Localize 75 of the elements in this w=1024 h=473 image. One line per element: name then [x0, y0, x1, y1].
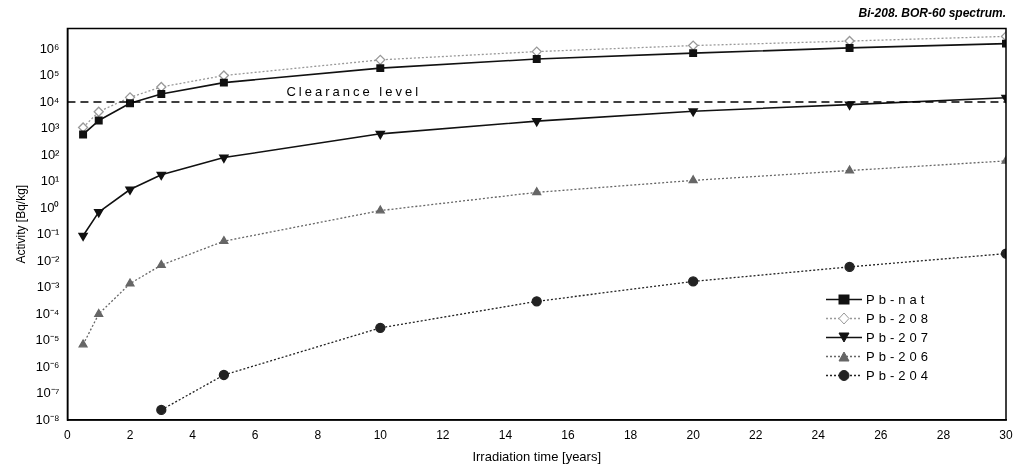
x-tick-label: 20	[686, 427, 701, 442]
point	[531, 296, 542, 307]
x-tick-label: 8	[314, 427, 322, 442]
point	[532, 118, 542, 127]
legend-label: Pb-208	[866, 311, 932, 326]
point	[845, 43, 854, 52]
y-tick-label: 10⁻⁸	[35, 411, 60, 427]
x-axis-title: Irradiation time [years]	[472, 448, 602, 464]
x-tick-label: 16	[561, 427, 575, 442]
point	[688, 175, 698, 184]
point	[688, 40, 699, 51]
y-tick-label: 10⁻⁷	[36, 385, 60, 401]
y-axis-title: Activity [Bq/kg]	[13, 184, 28, 264]
point	[156, 171, 166, 181]
x-tick-label: 22	[749, 427, 763, 442]
point	[532, 187, 542, 196]
x-tick-label: 4	[189, 427, 197, 442]
point	[156, 259, 166, 269]
point	[219, 78, 228, 87]
ref-line-label: Clearance level	[286, 84, 422, 100]
point	[125, 186, 135, 195]
y-tick-label: 10⁶	[39, 40, 60, 56]
point	[78, 232, 88, 242]
x-tick-label: 2	[126, 427, 134, 442]
point	[689, 49, 698, 58]
point	[219, 236, 229, 245]
y-tick-label: 10⁰	[39, 199, 60, 215]
x-tick-label: 6	[251, 427, 259, 442]
y-tick-label: 10⁻⁵	[35, 332, 60, 348]
y-tick-label: 10⁻³	[36, 279, 61, 295]
legend-label: Pb-206	[866, 349, 932, 364]
point	[532, 55, 541, 63]
x-tick-label: 30	[999, 427, 1013, 442]
point	[94, 209, 104, 218]
y-tick-label: 10⁻²	[36, 252, 61, 268]
point	[688, 108, 698, 117]
legend-label: Pb-204	[866, 368, 932, 383]
y-tick-label: 10⁵	[39, 67, 60, 83]
y-tick-label: 10⁻⁶	[35, 358, 60, 374]
y-tick-label: 10⁴	[39, 93, 60, 109]
point	[156, 404, 167, 416]
x-tick-label: 24	[811, 427, 826, 442]
y-tick-label: 10³	[40, 120, 61, 136]
point	[375, 205, 385, 214]
legend-label: Pb-207	[866, 330, 932, 345]
point	[219, 154, 229, 163]
y-tick-label: 10¹	[40, 173, 61, 189]
y-tick-label: 10⁻⁴	[35, 305, 60, 321]
point	[93, 106, 104, 117]
point	[79, 130, 88, 139]
x-tick-label: 28	[936, 427, 951, 442]
point	[157, 90, 166, 99]
point	[375, 54, 386, 66]
point	[94, 308, 104, 317]
x-tick-label: 26	[874, 427, 888, 442]
point	[78, 339, 88, 348]
point	[375, 130, 385, 140]
y-tick-label: 10²	[40, 146, 61, 162]
point	[688, 276, 699, 287]
x-tick-label: 18	[623, 427, 638, 442]
x-tick-label: 10	[373, 427, 388, 442]
legend-label: Pb-nat	[866, 292, 929, 307]
chart-title: Bi-208. BOR-60 spectrum.	[858, 5, 1006, 20]
point	[218, 369, 230, 381]
x-tick-label: 14	[498, 427, 513, 442]
x-tick-label: 0	[64, 427, 72, 442]
point	[375, 322, 386, 334]
point	[844, 261, 855, 273]
point	[125, 278, 135, 287]
x-tick-label: 12	[436, 427, 450, 442]
point	[845, 165, 855, 174]
point	[376, 64, 385, 73]
point	[126, 99, 134, 108]
point	[94, 116, 103, 125]
y-tick-label: 10⁻¹	[36, 226, 61, 242]
